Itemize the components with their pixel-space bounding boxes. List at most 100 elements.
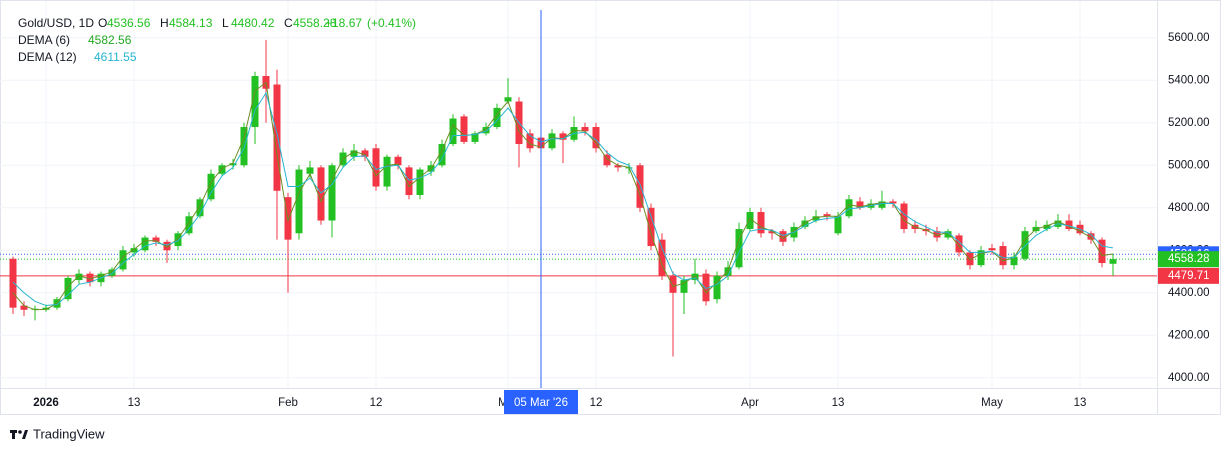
y-tick-label: 4400.00 <box>1168 287 1210 299</box>
candle-body <box>823 214 831 217</box>
candle-body <box>295 169 303 234</box>
candle-body <box>416 169 424 196</box>
candle-body <box>9 258 17 308</box>
candle-body <box>119 250 127 270</box>
y-tick-label: 5400.00 <box>1168 74 1210 86</box>
candle-body <box>504 97 512 102</box>
legend-indicator-value: 4611.55 <box>94 50 137 64</box>
candle-body <box>317 167 325 221</box>
candle-body <box>1065 220 1073 230</box>
candle-body <box>691 273 699 281</box>
x-tick-label: 13 <box>1074 397 1087 409</box>
candle-body <box>801 220 809 227</box>
candle-body <box>185 216 193 234</box>
y-tick-label: 4800.00 <box>1168 202 1210 214</box>
candle-body <box>493 107 501 128</box>
candle-body <box>999 246 1007 266</box>
candle-body <box>614 165 622 168</box>
candle-body <box>383 156 391 187</box>
candle-body <box>845 199 853 217</box>
candle-body <box>64 277 72 300</box>
candle-body <box>174 233 182 247</box>
candle-body <box>1010 256 1018 266</box>
candle-body <box>900 203 908 230</box>
candle-body <box>647 207 655 247</box>
legend-indicator-value: 4582.56 <box>88 33 132 47</box>
brand: TradingView <box>33 426 105 441</box>
legend-change: +18.67 <box>325 16 362 30</box>
candle-body <box>471 133 479 142</box>
candle-body <box>559 133 567 140</box>
candle-body <box>130 248 138 253</box>
candle-body <box>207 173 215 200</box>
candle-body <box>218 165 226 174</box>
y-tick-label: 5000.00 <box>1168 159 1210 171</box>
candle-body <box>768 231 776 234</box>
candle-body <box>1021 231 1029 259</box>
x-tick-label: 12 <box>370 397 383 409</box>
candle-body <box>350 150 358 157</box>
price-badge-label: 4479.71 <box>1168 270 1210 282</box>
price-badge <box>1158 251 1219 268</box>
legend-value: 4584.13 <box>169 16 213 30</box>
crosshair-badge <box>504 390 578 414</box>
legend-value: 4558.28 <box>293 16 337 30</box>
candle-body <box>955 235 963 253</box>
indicator-line <box>12 91 1114 307</box>
candle-body <box>372 148 380 187</box>
price-badge <box>1158 267 1219 284</box>
candle-body <box>240 127 248 166</box>
legend-key: C <box>284 16 293 30</box>
legend-key: H <box>160 16 169 30</box>
candle-body <box>933 231 941 238</box>
candle-body <box>746 212 754 230</box>
legend-indicator-name: DEMA (6) <box>18 33 70 47</box>
tv-logo <box>10 430 28 439</box>
candle-body <box>724 267 732 276</box>
candle-body <box>328 165 336 221</box>
legend-key: L <box>222 16 229 30</box>
legend-value: 4480.42 <box>231 16 275 30</box>
candle-body <box>658 239 666 276</box>
candle-body <box>757 212 765 234</box>
y-tick-label: 4000.00 <box>1168 372 1210 384</box>
candle-body <box>405 167 413 196</box>
candle-body <box>306 167 314 174</box>
x-tick-label: 13 <box>832 397 845 409</box>
candle-body <box>889 201 897 204</box>
candle-body <box>581 127 589 132</box>
candle-body <box>1098 239 1106 264</box>
x-tick-label: 2026 <box>33 397 59 409</box>
candle-body <box>394 156 402 166</box>
candle-body <box>1109 259 1117 264</box>
candle-body <box>812 216 820 221</box>
candle-body <box>141 237 149 251</box>
candle-body <box>460 116 468 142</box>
candle-body <box>603 154 611 166</box>
candle-body <box>229 163 237 166</box>
candle-body <box>438 144 446 166</box>
candle-body <box>680 280 688 293</box>
candle-body <box>944 231 952 238</box>
candle-body <box>86 273 94 283</box>
x-tick-label: Feb <box>278 397 298 409</box>
legend-change-pct: (+0.41%) <box>367 16 416 30</box>
y-tick-label: 5200.00 <box>1168 117 1210 129</box>
y-tick-label: 4200.00 <box>1168 329 1210 341</box>
candle-body <box>834 216 842 234</box>
candle-body <box>713 275 721 300</box>
candle-body <box>988 248 996 251</box>
plot-area <box>0 1 1157 388</box>
candle-body <box>75 273 83 281</box>
candle-body <box>361 150 369 157</box>
candle-body <box>702 273 710 302</box>
legend-title: Gold/USD, 1D <box>18 16 94 30</box>
crosshair-label: 05 Mar '26 <box>514 397 568 409</box>
candle-body <box>273 84 281 191</box>
candle-body <box>779 231 787 242</box>
candle-body <box>482 127 490 134</box>
candle-body <box>108 269 116 276</box>
candle-body <box>1087 233 1095 240</box>
price-badge-label: 4558.28 <box>1168 253 1210 265</box>
